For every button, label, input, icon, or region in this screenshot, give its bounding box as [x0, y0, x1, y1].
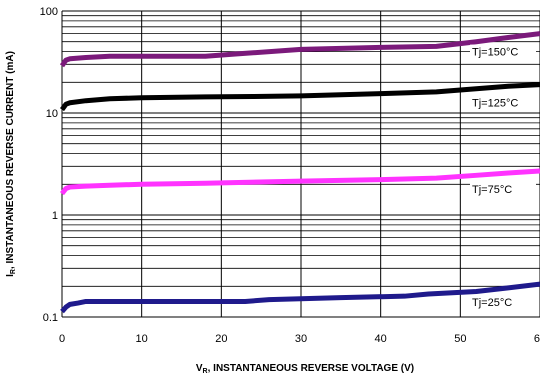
x-tick-labels: 0 10 20 30 40 50 60 — [59, 333, 540, 345]
y-axis-title-rest: , INSTANTANEOUS REVERSE CURRENT (mA) — [5, 51, 16, 269]
x-tick-label: 10 — [136, 333, 148, 345]
y-axis-title-main: I — [5, 274, 16, 277]
series-label: Tj=75°C — [472, 184, 512, 196]
x-tick-label: 50 — [454, 333, 466, 345]
series-group — [59, 31, 540, 314]
series-label-bg — [470, 44, 536, 59]
series-label: Tj=150°C — [472, 47, 518, 59]
x-tick-label: 40 — [375, 333, 387, 345]
y-tick-label: 1 — [52, 210, 58, 222]
series-label-bg — [470, 182, 536, 197]
y-axis-title-sub: R — [10, 269, 17, 274]
x-tick-label: 30 — [295, 333, 307, 345]
x-tick-label: 0 — [59, 333, 65, 345]
x-axis-title: VR, INSTANTANEOUS REVERSE VOLTAGE (V) — [196, 363, 414, 375]
x-axis-title-main: V — [196, 363, 203, 374]
series-label-bg — [470, 295, 536, 310]
series-line — [59, 31, 540, 68]
x-tick-label: 60 — [534, 333, 540, 345]
series-label: Tj=25°C — [472, 297, 512, 309]
series-label-bg — [470, 95, 536, 110]
y-tick-label: 0.1 — [43, 312, 58, 324]
series-line — [59, 82, 540, 112]
y-axis-title: IR, INSTANTANEOUS REVERSE CURRENT (mA) — [5, 51, 17, 277]
x-axis-title-sub: R — [203, 368, 208, 375]
series-line — [60, 281, 540, 314]
series-line — [60, 168, 540, 196]
x-tick-label: 20 — [215, 333, 227, 345]
series-labels: Tj=150°C Tj=125°C Tj=75°C Tj=25°C — [470, 44, 536, 310]
y-tick-label: 100 — [40, 6, 58, 18]
y-tick-label: 10 — [46, 108, 58, 120]
y-tick-labels: 0.1 1 10 100 — [40, 6, 58, 324]
series-label: Tj=125°C — [472, 98, 518, 110]
x-axis-title-rest: , INSTANTANEOUS REVERSE VOLTAGE (V) — [208, 363, 415, 374]
